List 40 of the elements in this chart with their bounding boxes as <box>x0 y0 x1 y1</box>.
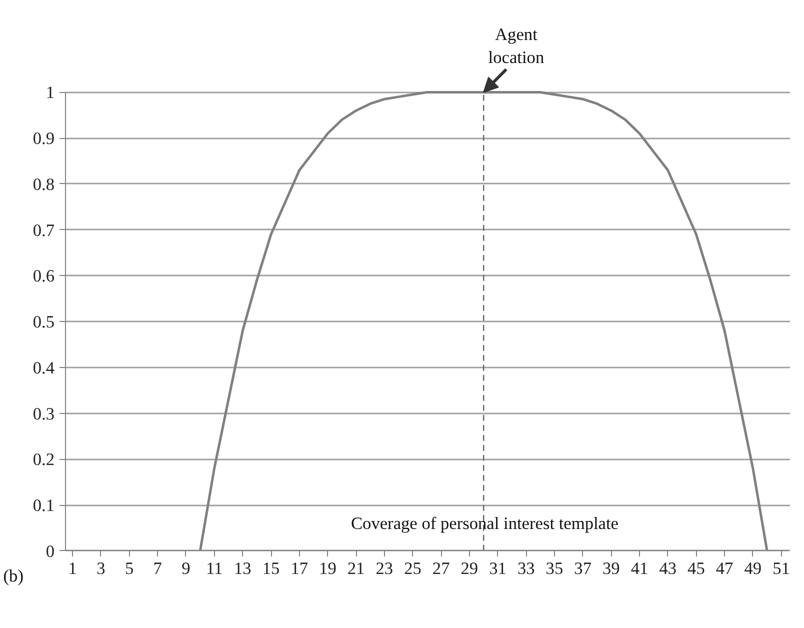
x-tick-label: 41 <box>630 558 648 578</box>
x-tick-label: 23 <box>376 558 394 578</box>
x-tick-label: 43 <box>659 558 677 578</box>
x-tick-label: 25 <box>404 558 422 578</box>
x-tick-label: 33 <box>517 558 535 578</box>
x-tick-label: 3 <box>96 558 106 578</box>
y-tick-label: 0.2 <box>32 450 55 470</box>
x-tick-label: 15 <box>262 558 280 578</box>
x-tick-label: 11 <box>206 558 223 578</box>
x-tick-label: 45 <box>688 558 705 578</box>
y-tick-label: 0.4 <box>32 358 55 378</box>
y-tick-label: 0.8 <box>32 174 55 194</box>
x-tick-label: 29 <box>460 558 478 578</box>
y-tick-label: 0 <box>46 542 55 561</box>
x-tick-label: 21 <box>347 558 365 578</box>
x-tick-label: 19 <box>319 558 336 578</box>
x-tick-label: 37 <box>574 558 592 578</box>
x-tick-label: 13 <box>234 558 252 578</box>
x-tick-label: 9 <box>182 558 190 578</box>
x-tick-label: 39 <box>602 558 620 578</box>
x-tick-label: 35 <box>546 558 564 578</box>
y-tick-label: 0.5 <box>32 312 55 332</box>
y-tick-label: 0.3 <box>32 404 55 424</box>
y-tick-label: 0.7 <box>32 220 55 240</box>
y-tick-label: 1 <box>46 83 55 102</box>
x-tick-label: 49 <box>744 558 762 578</box>
x-tick-label: 17 <box>290 558 308 578</box>
x-tick-label: 1 <box>68 558 77 578</box>
text: (b) <box>3 566 24 586</box>
annotation: Coverage of personal interest template <box>350 514 619 533</box>
x-tick-label: 27 <box>432 558 450 578</box>
y-tick-label: 0.6 <box>32 266 55 286</box>
y-tick-label: 0.9 <box>32 129 55 148</box>
annotation: Agent location <box>488 25 544 68</box>
x-tick-label: 47 <box>716 558 734 578</box>
x-tick-label: 31 <box>489 558 506 578</box>
x-tick-label: 5 <box>124 558 134 578</box>
x-tick-label: 7 <box>153 558 162 578</box>
y-tick-label: 0.1 <box>32 496 55 516</box>
x-tick-label: 51 <box>772 558 790 578</box>
